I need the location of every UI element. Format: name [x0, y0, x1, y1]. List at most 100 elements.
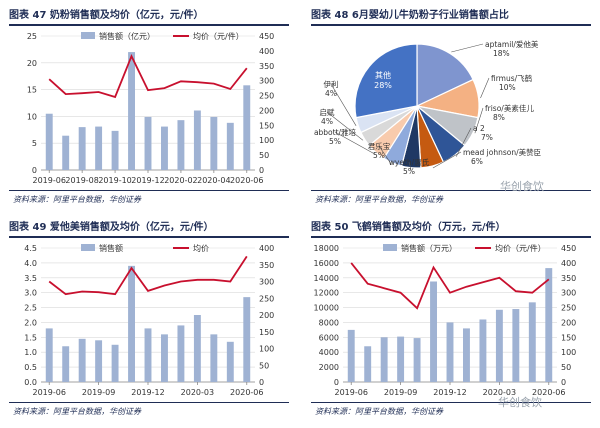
- pie-leader-line: [334, 131, 375, 155]
- pie-pct: 10%: [499, 83, 516, 92]
- legend-bar-label: 销售额（万元）: [401, 243, 457, 253]
- title-rule: [9, 24, 289, 26]
- chart-panel-pie-share: 图表 48 6月婴幼儿牛奶粉子行业销售额占比 其他 28% aptamil/爱他美 1…: [305, 2, 597, 212]
- y-left-tick-label: 14000: [314, 274, 339, 283]
- source-rule: [9, 190, 289, 191]
- y-left-tick-label: 0.5: [24, 363, 37, 372]
- pie-leader-line: [408, 161, 412, 170]
- bar: [545, 268, 553, 382]
- y-right-tick-label: 200: [561, 318, 576, 327]
- pie-pct: 7%: [481, 133, 493, 142]
- legend-line-label: 均价（元/件）: [193, 31, 244, 41]
- pie-label: 君乐宝: [368, 141, 391, 151]
- y-left-tick-label: 8000: [319, 318, 339, 327]
- bar: [177, 325, 185, 382]
- y-left-tick-label: 25: [27, 32, 37, 41]
- pie-leader-line: [432, 151, 462, 169]
- legend-bar-label: 销售额（亿元）: [99, 31, 155, 41]
- y-right-tick-label: 150: [259, 121, 274, 130]
- bar: [45, 113, 53, 170]
- pie-label: firmus/飞鹤: [491, 73, 533, 83]
- bar: [226, 122, 234, 170]
- y-right-tick-label: 450: [561, 244, 576, 253]
- pie-label-other: 其他: [375, 70, 391, 80]
- y-right-tick-label: 100: [259, 136, 274, 145]
- y-left-tick-label: 0: [32, 166, 37, 175]
- y-right-tick-label: 50: [561, 363, 571, 372]
- pie-leader-line: [474, 107, 484, 134]
- title-rule: [9, 236, 289, 238]
- legend-bar-label: 销售额: [99, 243, 123, 253]
- y-right-tick-label: 0: [259, 166, 264, 175]
- y-left-tick-label: 15: [27, 86, 37, 95]
- y-left-tick-label: 4000: [319, 348, 339, 357]
- pie-pct: 18%: [493, 49, 510, 58]
- pie-slice: [354, 43, 418, 119]
- bar: [495, 309, 503, 382]
- x-tick-label: 2019-12: [131, 388, 164, 397]
- chart-area: 0200040006000800010000120001400016000180…: [314, 243, 577, 397]
- pie-pct: 4%: [325, 89, 337, 98]
- x-tick-label: 2020-06: [230, 176, 263, 185]
- y-right-tick-label: 100: [561, 348, 576, 357]
- pie-pct-other: 28%: [374, 81, 392, 90]
- chart-source: 资料来源：阿里平台数据，华创证券: [13, 195, 141, 204]
- bar: [210, 334, 218, 382]
- y-left-tick-label: 2.0: [24, 318, 37, 327]
- bar: [243, 297, 251, 382]
- bar: [62, 135, 70, 170]
- pie-leader-line: [326, 111, 364, 141]
- chart-title: 图表 48 6月婴幼儿牛奶粉子行业销售额占比: [311, 10, 509, 21]
- watermark-top: 华创食饮: [500, 180, 544, 193]
- bar: [512, 309, 520, 382]
- bar: [463, 328, 470, 382]
- bar: [413, 338, 421, 382]
- y-left-tick-label: 18000: [314, 244, 339, 253]
- y-left-tick-label: 10000: [314, 304, 339, 313]
- y-right-tick-label: 200: [259, 311, 274, 320]
- y-left-tick-label: 3.5: [24, 274, 37, 283]
- y-right-tick-label: 150: [259, 328, 274, 337]
- bar: [528, 302, 536, 382]
- x-tick-label: 2019-10: [98, 176, 131, 185]
- pie-label: abbott/雅培: [314, 127, 357, 137]
- bar: [78, 338, 86, 382]
- x-tick-label: 2019-06: [335, 388, 368, 397]
- pie-label: a 2: [473, 124, 485, 133]
- pie-leader-line: [330, 83, 357, 126]
- bar: [128, 265, 135, 382]
- chart-panel-milk-powder: 图表 47 奶粉销售额及均价（亿元，元/件） 0 5 10 15 20 25 0 50 100 1…: [3, 2, 295, 212]
- legend-bar-swatch: [383, 244, 397, 251]
- pie-label: 伊利: [324, 79, 339, 89]
- y-right-tick-label: 300: [259, 77, 274, 86]
- pie-pct: 5%: [373, 151, 385, 160]
- y-left-tick-label: 0.0: [24, 378, 37, 387]
- pie-label: 启赋: [320, 107, 335, 117]
- bar: [364, 346, 372, 382]
- y-left-tick-label: 3.0: [24, 289, 37, 298]
- y-right-tick-label: 200: [259, 106, 274, 115]
- y-left-tick-label: 2.5: [24, 304, 37, 313]
- y-right-tick-label: 300: [259, 278, 274, 287]
- y-right-tick-label: 300: [561, 289, 576, 298]
- y-left-tick-label: 4.0: [24, 259, 37, 268]
- pie-label: wyeth/惠氏: [389, 157, 430, 167]
- pie-pct: 8%: [493, 113, 505, 122]
- chart-area: 0510152025050100150200250300350400450201…: [27, 31, 274, 185]
- pie-pct: 5%: [329, 137, 341, 146]
- bar: [95, 126, 103, 170]
- x-tick-label: 2020-03: [483, 388, 516, 397]
- bar: [226, 341, 234, 382]
- y-left-tick-label: 6000: [319, 333, 339, 342]
- bar: [397, 336, 405, 382]
- pie-leader-line: [480, 77, 490, 99]
- title-rule: [311, 24, 591, 26]
- y-left-tick-label: 4.5: [24, 244, 37, 253]
- y-right-tick-label: 350: [259, 62, 274, 71]
- y-right-tick-label: 50: [259, 151, 269, 160]
- pie-label: mead johnson/美赞臣: [463, 147, 541, 157]
- y-right-tick-label: 400: [259, 47, 274, 56]
- x-tick-label: 2019-08: [65, 176, 98, 185]
- source-rule: [311, 402, 591, 403]
- bar: [111, 344, 119, 382]
